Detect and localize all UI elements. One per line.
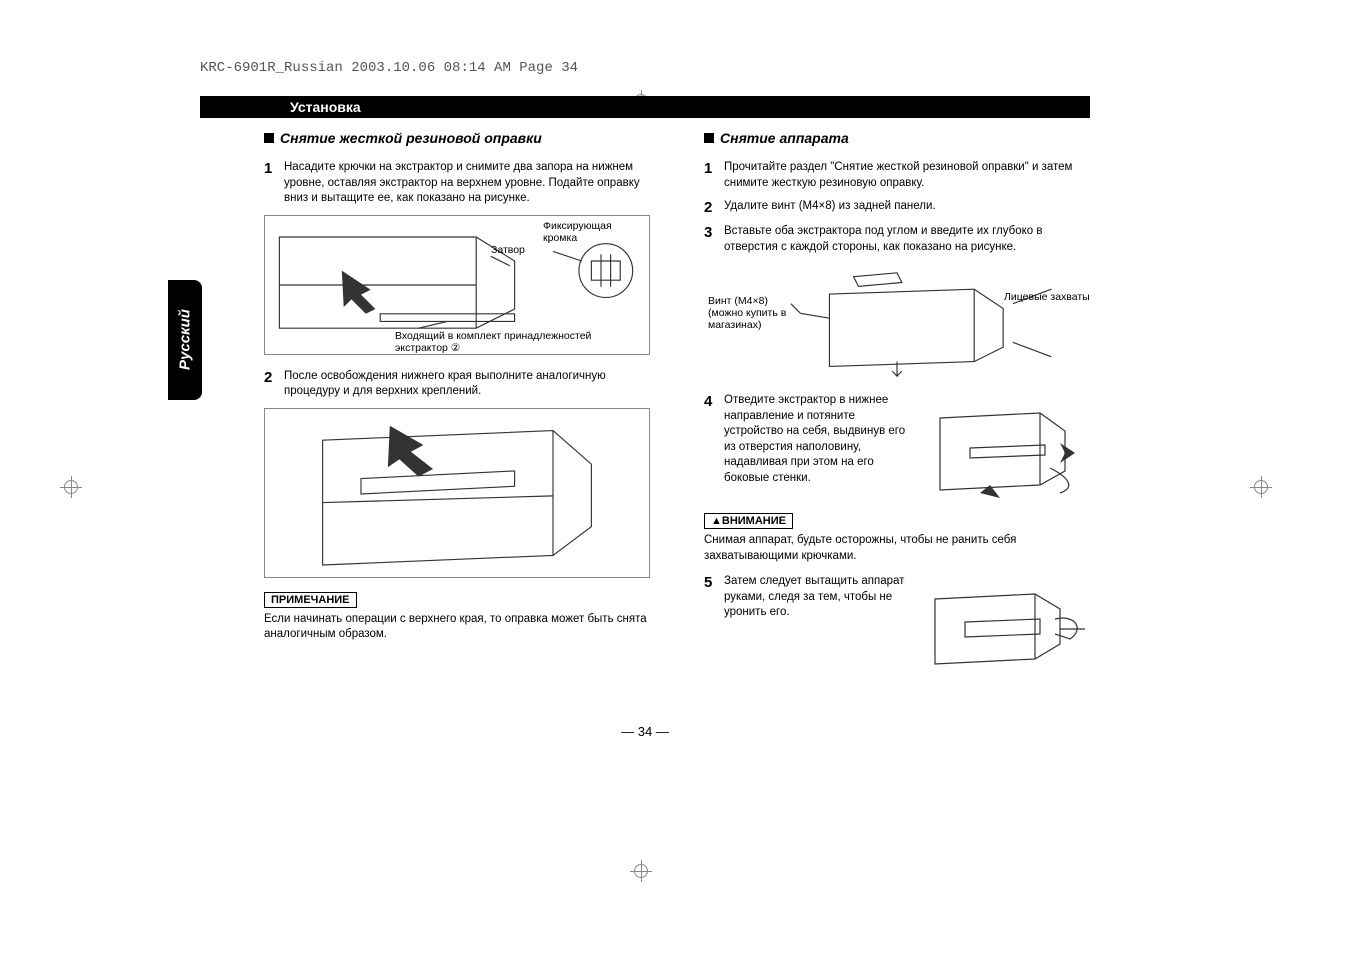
note-label: ПРИМЕЧАНИЕ [264,592,357,608]
section-bar: Установка [200,96,1090,118]
left-step-2: 2 После освобождения нижнего края выполн… [264,369,650,400]
right-step-5-row: 5 Затем следует вытащить аппарат руками,… [704,574,1090,684]
step-number: 1 [704,160,724,191]
right-title: Снятие аппарата [704,130,1090,146]
step-text: После освобождения нижнего края выполнит… [284,369,650,400]
left-title-text: Снятие жесткой резиновой оправки [280,130,542,146]
step-text: Удалите винт (M4×8) из задней панели. [724,199,1090,216]
warning-label: ▲ВНИМАНИЕ [704,513,793,529]
language-tab: Русский [168,280,202,400]
callout-edge: Фиксирующая кромка [543,220,623,244]
page: KRC-6901R_Russian 2003.10.06 08:14 AM Pa… [200,60,1090,739]
figure-1: Затвор Фиксирующая кромка Входящий в ком… [264,215,650,355]
callout-extractor: Входящий в комплект принадлежностей экст… [395,330,615,354]
step-number: 3 [704,224,724,255]
square-bullet-icon [704,133,714,143]
square-bullet-icon [264,133,274,143]
step-number: 5 [704,574,724,684]
step-text: Насадите крючки на экстрактор и снимите … [284,160,650,207]
callout-grips: Лицевые захваты [1004,291,1090,303]
callout-screw: Винт (M4×8) (можно купить в магазинах) [708,295,798,331]
step-number: 2 [704,199,724,216]
step-text: Прочитайте раздел "Снятие жесткой резино… [724,160,1090,191]
left-step-1: 1 Насадите крючки на экстрактор и снимит… [264,160,650,207]
step-number: 4 [704,393,724,503]
warning-block: ▲ВНИМАНИЕ Снимая аппарат, будьте осторож… [704,513,1090,564]
step-number: 2 [264,369,284,400]
step-number: 1 [264,160,284,207]
figure-5 [920,574,1090,684]
left-title: Снятие жесткой резиновой оправки [264,130,650,146]
step-text: Затем следует вытащить аппарат руками, с… [724,574,908,684]
warning-text: Снимая аппарат, будьте осторожны, чтобы … [704,533,1090,564]
figure-4 [920,393,1090,503]
left-column: Снятие жесткой резиновой оправки 1 Насад… [264,130,650,694]
callout-zatvor: Затвор [491,244,525,256]
step-text: Вставьте оба экстрактора под углом и вве… [724,224,1090,255]
right-column: Снятие аппарата 1 Прочитайте раздел "Сня… [704,130,1090,694]
step-text: Отведите экстрактор в нижнее направление… [724,393,908,503]
right-title-text: Снятие аппарата [720,130,849,146]
right-step-4-row: 4 Отведите экстрактор в нижнее направлен… [704,393,1090,503]
print-header: KRC-6901R_Russian 2003.10.06 08:14 AM Pa… [200,60,1090,76]
figure-3: Винт (M4×8) (можно купить в магазинах) Л… [704,263,1090,383]
page-number: — 34 — [200,724,1090,739]
right-step-1: 1 Прочитайте раздел "Снятие жесткой рези… [704,160,1090,191]
note-block: ПРИМЕЧАНИЕ Если начинать операции с верх… [264,592,650,643]
figure-2 [264,408,650,578]
note-text: Если начинать операции с верхнего края, … [264,612,650,643]
right-step-2: 2 Удалите винт (M4×8) из задней панели. [704,199,1090,216]
right-step-3: 3 Вставьте оба экстрактора под углом и в… [704,224,1090,255]
